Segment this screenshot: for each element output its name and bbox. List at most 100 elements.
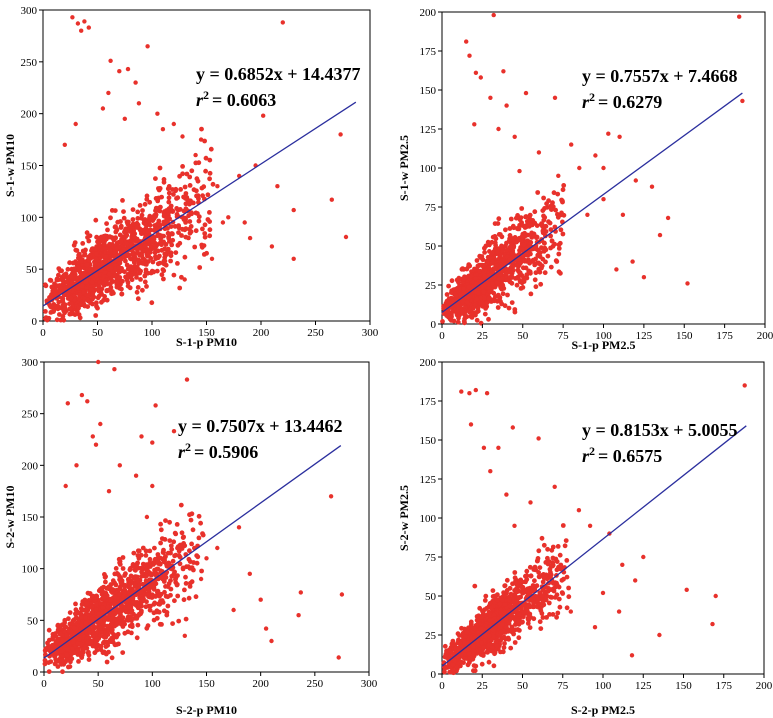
data-point: [500, 247, 506, 253]
data-point: [550, 544, 556, 550]
data-point: [144, 196, 150, 202]
data-point: [95, 287, 100, 292]
data-point: [504, 577, 510, 583]
data-point: [127, 256, 133, 261]
data-point: [64, 632, 69, 638]
data-point: [471, 644, 476, 650]
data-point: [96, 359, 101, 365]
x-tick-label: 100: [144, 327, 161, 339]
data-point: [125, 280, 131, 285]
data-point: [77, 637, 82, 642]
data-point: [163, 518, 168, 523]
data-point: [56, 266, 62, 271]
data-point: [49, 284, 55, 290]
y-tick-label: 175: [420, 46, 437, 58]
data-point: [508, 591, 514, 597]
data-point: [507, 279, 513, 285]
data-point: [461, 276, 467, 282]
data-point: [549, 238, 555, 244]
data-point: [125, 66, 131, 72]
data-point: [172, 598, 177, 604]
data-point: [94, 601, 99, 607]
data-point: [503, 270, 509, 276]
data-point: [482, 598, 488, 603]
data-point: [93, 246, 98, 252]
data-point: [177, 285, 183, 291]
x-tick-label: 125: [636, 330, 653, 342]
data-point: [152, 223, 158, 228]
data-point: [108, 58, 113, 63]
data-point: [86, 657, 92, 662]
data-point: [155, 255, 161, 261]
data-point: [101, 297, 106, 303]
data-point: [525, 615, 531, 621]
data-point: [111, 253, 117, 259]
data-point: [560, 523, 566, 528]
data-point: [557, 552, 563, 558]
y-tick-label: 25: [425, 280, 437, 292]
data-point: [489, 281, 495, 286]
data-point: [560, 187, 566, 193]
data-point: [533, 284, 539, 290]
data-point: [564, 558, 570, 563]
data-point: [104, 659, 110, 665]
data-point: [116, 244, 122, 250]
r-squared-annotation: r2 = 0.5906: [178, 440, 258, 462]
data-point: [172, 530, 178, 536]
data-point: [95, 295, 101, 301]
data-point: [144, 568, 150, 574]
data-point: [124, 227, 130, 233]
data-point: [193, 594, 199, 600]
data-point: [455, 631, 461, 637]
data-point: [531, 233, 537, 239]
data-point: [496, 126, 501, 132]
data-point: [514, 589, 520, 595]
data-point: [528, 291, 534, 297]
data-point: [124, 253, 129, 259]
data-point: [545, 546, 550, 552]
data-point: [147, 556, 153, 562]
data-point: [90, 291, 96, 297]
y-tick-label: 75: [425, 202, 437, 214]
data-point: [537, 261, 543, 267]
data-point: [118, 257, 124, 262]
data-point: [478, 295, 484, 301]
data-point: [60, 669, 65, 675]
data-point: [527, 260, 532, 266]
x-tick-label: 200: [757, 330, 773, 342]
data-point: [140, 208, 145, 213]
data-point: [109, 655, 115, 661]
data-point: [452, 287, 458, 292]
data-point: [247, 571, 252, 576]
data-point: [291, 256, 296, 261]
data-point: [47, 277, 53, 283]
data-point: [473, 276, 479, 281]
data-point: [487, 633, 492, 639]
data-point: [198, 576, 204, 582]
data-point: [150, 584, 156, 590]
y-tick-label: 50: [27, 615, 39, 627]
data-point: [535, 558, 540, 564]
x-tick-label: 300: [361, 678, 378, 690]
data-point: [473, 312, 478, 318]
data-point: [166, 190, 172, 196]
data-point: [70, 260, 76, 266]
data-point: [471, 663, 477, 668]
data-point: [495, 249, 501, 255]
data-point: [73, 611, 78, 617]
data-point: [169, 573, 175, 579]
data-point: [548, 227, 554, 233]
data-point: [503, 243, 508, 249]
data-point: [564, 574, 570, 580]
data-point: [106, 489, 112, 494]
data-point: [620, 212, 626, 217]
data-point: [132, 235, 138, 241]
data-point: [120, 566, 126, 571]
data-point: [472, 583, 478, 589]
data-point: [203, 168, 209, 174]
data-point: [129, 273, 134, 279]
data-point: [98, 421, 103, 427]
data-point: [459, 308, 465, 313]
data-point: [547, 612, 552, 617]
data-point: [128, 610, 133, 615]
